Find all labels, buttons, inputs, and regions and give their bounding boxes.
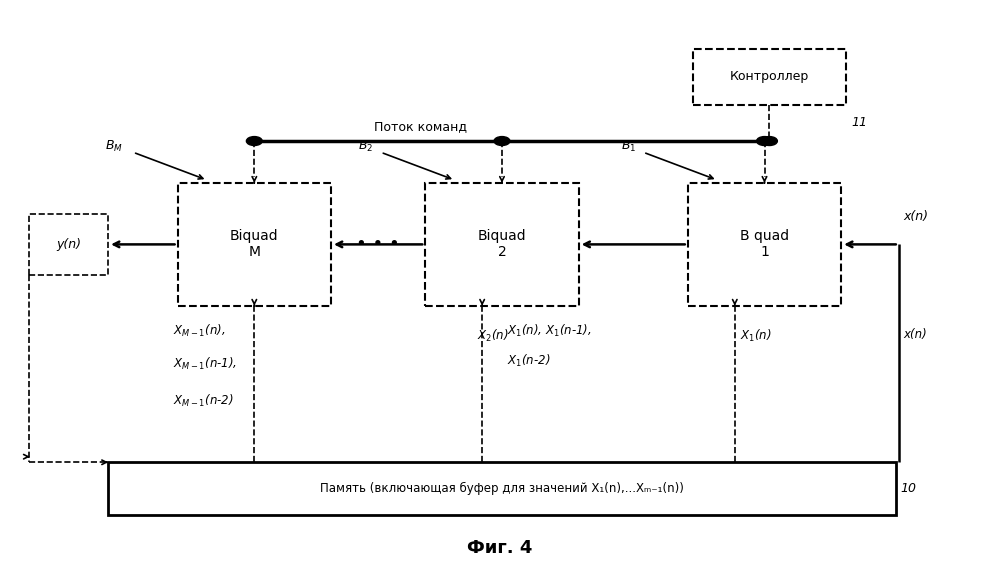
- Text: 11: 11: [851, 116, 867, 129]
- Text: Biquad
2: Biquad 2: [478, 229, 526, 260]
- Text: x(n): x(n): [904, 328, 927, 341]
- Text: Фиг. 4: Фиг. 4: [467, 539, 532, 557]
- Text: • • •: • • •: [357, 235, 400, 253]
- Text: Поток команд: Поток команд: [374, 120, 467, 133]
- Text: X$_1$(n): X$_1$(n): [739, 328, 771, 344]
- Text: x(n): x(n): [904, 210, 929, 223]
- Text: X$_{M-1}$(n),: X$_{M-1}$(n),: [173, 323, 225, 338]
- Text: B$_1$: B$_1$: [620, 139, 636, 154]
- Text: B$_2$: B$_2$: [359, 139, 374, 154]
- Circle shape: [756, 137, 772, 146]
- FancyBboxPatch shape: [687, 183, 841, 306]
- Text: B$_M$: B$_M$: [105, 139, 123, 154]
- Text: y(n): y(n): [56, 238, 81, 251]
- FancyBboxPatch shape: [29, 214, 108, 275]
- Text: X$_{M-1}$(n-2): X$_{M-1}$(n-2): [173, 392, 233, 409]
- FancyBboxPatch shape: [692, 49, 846, 105]
- FancyBboxPatch shape: [108, 462, 896, 515]
- Text: Biquad
M: Biquad M: [230, 229, 279, 260]
- Text: X$_{M-1}$(n-1),: X$_{M-1}$(n-1),: [173, 356, 237, 372]
- Circle shape: [495, 137, 509, 146]
- FancyBboxPatch shape: [426, 183, 578, 306]
- Circle shape: [247, 137, 262, 146]
- Text: 10: 10: [901, 483, 917, 496]
- Text: X$_1$(n), X$_1$(n-1),: X$_1$(n), X$_1$(n-1),: [506, 323, 591, 338]
- Circle shape: [761, 137, 777, 146]
- Text: Контроллер: Контроллер: [730, 70, 809, 83]
- FancyBboxPatch shape: [178, 183, 331, 306]
- Text: B quad
1: B quad 1: [740, 229, 789, 260]
- Text: Память (включающая буфер для значений X₁(n),...Xₘ₋₁(n)): Память (включающая буфер для значений X₁…: [320, 483, 684, 496]
- Text: X$_1$(n-2): X$_1$(n-2): [506, 353, 550, 370]
- Text: X$_2$(n): X$_2$(n): [478, 328, 508, 344]
